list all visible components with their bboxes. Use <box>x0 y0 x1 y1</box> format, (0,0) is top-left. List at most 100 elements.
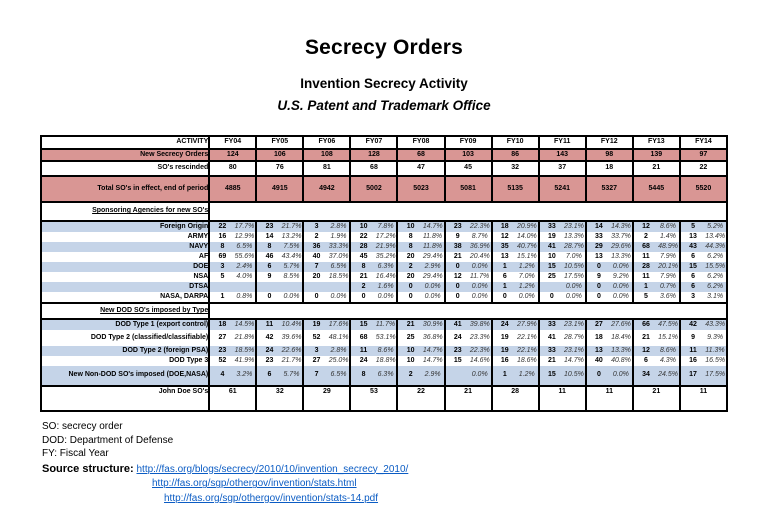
row-label-sponsoring-agencies-header: Sponsoring Agencies for new SO's <box>39 201 211 222</box>
count-value: 29 <box>595 242 603 250</box>
value-cell: 47 <box>396 160 446 177</box>
value-cell: 0 0.0% <box>302 292 351 303</box>
percent-value: 11.7% <box>469 272 490 280</box>
row-label-dod-type-2-classified: DOD Type 2 (classified/classifiable) <box>39 330 211 346</box>
value-cell: 19 22.1% <box>490 330 539 346</box>
value-cell: 9 8.7% <box>443 232 492 242</box>
source-link-stats-html[interactable]: http://fas.org/sgp/othergov/invention/st… <box>152 478 357 490</box>
value-cell: 22 <box>678 160 729 177</box>
percent-value: 14.3% <box>611 222 631 230</box>
percent-value: 37.0% <box>328 252 349 260</box>
percent-value: 1.2% <box>518 282 535 290</box>
count-value: 12 <box>453 272 462 280</box>
count-value: 40 <box>595 356 603 364</box>
secrecy-orders-table: ACTIVITY FY04 FY05 FY06 FY07 FY08 FY09 FY10 FY11… <box>39 135 729 412</box>
value-cell: 103 <box>443 148 493 162</box>
count-value: 68 <box>642 242 650 250</box>
count-value: 3 <box>314 222 319 230</box>
count-value: 27 <box>312 356 321 364</box>
count-value: 52 <box>312 333 321 341</box>
count-value: 45 <box>359 252 368 260</box>
percent-value: 13.3% <box>611 346 631 354</box>
row-label-doe: DOE <box>39 262 211 272</box>
footnotes: SO: secrecy order DOD: Department of Def… <box>42 420 768 505</box>
value-cell: 18 <box>584 160 634 177</box>
percent-value: 6.5% <box>330 371 347 379</box>
value-cell: 27 21.8% <box>208 330 257 346</box>
percent-value: 1.2% <box>518 371 535 379</box>
value-cell: 97 <box>678 148 729 162</box>
count-value: 12 <box>500 232 509 240</box>
count-value: 15 <box>547 371 556 379</box>
percent-value: 11.8% <box>422 242 443 250</box>
value-cell: 80 <box>208 160 258 177</box>
value-cell: 12 14.0% <box>490 232 539 242</box>
row-label-army: ARMY <box>39 232 211 242</box>
value-cell: 53 <box>349 385 398 411</box>
value-cell: 0 0.0% <box>443 282 492 292</box>
count-value: 9 <box>691 333 695 341</box>
value-cell: 1 0.8% <box>208 292 257 303</box>
percent-value: 8.6% <box>659 346 676 354</box>
count-value: 0 <box>314 292 319 300</box>
count-value: 0 <box>361 292 366 300</box>
percent-value: 1.9% <box>330 232 347 240</box>
count-value: 6 <box>644 356 648 364</box>
percent-value: 9.3% <box>707 333 724 341</box>
source-link-blog[interactable]: http://fas.org/blogs/secrecy/2010/10/inv… <box>136 463 409 475</box>
fy-header-cell: FY08 <box>396 135 446 150</box>
source-link-stats-pdf[interactable]: http://fas.org/sgp/othergov/invention/st… <box>164 492 379 504</box>
count-value: 13 <box>595 252 603 260</box>
percent-value: 43.3% <box>705 320 726 328</box>
value-cell: 0 0.0% <box>584 366 633 386</box>
value-cell: 9 8.5% <box>255 272 304 282</box>
percent-value: 27.9% <box>516 320 537 328</box>
value-cell: 5135 <box>490 175 540 203</box>
percent-value: 22.6% <box>281 346 302 354</box>
value-cell: 22 17.7% <box>208 221 257 232</box>
value-cell: 37 <box>537 160 587 177</box>
value-cell: 0 0.0% <box>537 292 586 303</box>
percent-value: 29.4% <box>422 252 443 260</box>
count-value: 20 <box>312 272 321 280</box>
value-cell: 27 25.0% <box>302 356 351 366</box>
section-spacer <box>209 201 727 222</box>
value-cell: 6 5.7% <box>255 262 304 272</box>
value-cell: 0.0% <box>537 282 586 292</box>
count-value: 13 <box>500 252 509 260</box>
value-cell: 2 1.6% <box>349 282 398 292</box>
value-cell: 10 14.7% <box>396 356 445 366</box>
row-label-john-doe-sos: John Doe SO's <box>39 385 211 411</box>
count-value: 19 <box>312 320 321 328</box>
count-value: 24 <box>265 346 274 354</box>
percent-value: 23.1% <box>564 346 584 354</box>
percent-value: 27.6% <box>611 320 631 328</box>
count-value: 21 <box>453 252 462 260</box>
count-value: 24 <box>500 320 509 328</box>
count-value: 0 <box>408 282 413 290</box>
percent-value: 43.4% <box>281 252 302 260</box>
count-value: 9 <box>267 272 272 280</box>
percent-value: 20.9% <box>516 222 537 230</box>
value-cell: 1 0.7% <box>631 282 680 292</box>
count-value: 38 <box>453 242 462 250</box>
percent-value: 17.7% <box>234 222 255 230</box>
count-value: 16 <box>500 356 509 364</box>
value-cell: 18 14.5% <box>208 319 257 330</box>
percent-value: 7.9% <box>659 252 676 260</box>
count-value: 16 <box>218 232 227 240</box>
row-new-non-dod-sos: New Non-DOD SO's imposed (DOE,NASA) 4 3.2%… <box>39 366 729 386</box>
value-cell: 16 16.5% <box>678 356 729 366</box>
count-value: 18 <box>500 222 509 230</box>
value-cell: 14 13.2% <box>255 232 304 242</box>
value-cell: 20 18.5% <box>302 272 351 282</box>
count-value: 20 <box>406 272 415 280</box>
count-value: 6 <box>691 272 695 280</box>
percent-value: 22.3% <box>469 222 490 230</box>
percent-value: 18.5% <box>328 272 349 280</box>
value-cell: 4915 <box>255 175 305 203</box>
percent-value: 14.7% <box>422 346 443 354</box>
count-value: 12 <box>642 346 650 354</box>
count-value: 8 <box>220 242 225 250</box>
value-cell: 14 14.3% <box>584 221 633 232</box>
